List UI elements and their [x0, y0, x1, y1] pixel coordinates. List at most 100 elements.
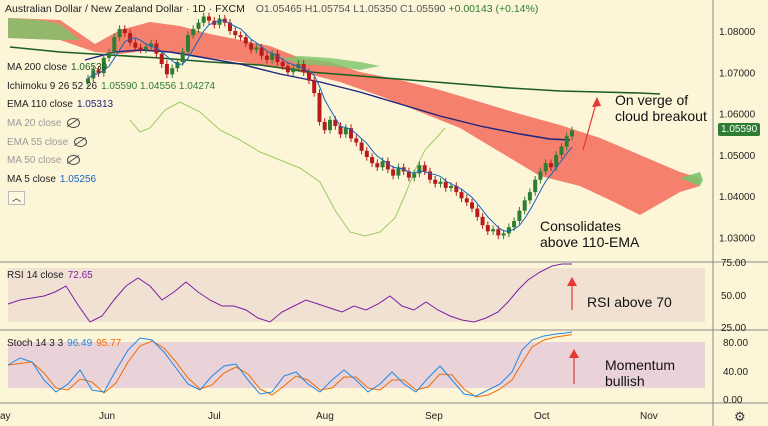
candle-body: [86, 78, 90, 83]
price-tick-label: 1.03000: [719, 234, 756, 245]
candle-body: [264, 55, 269, 60]
candle-body: [396, 167, 401, 176]
candle-body: [101, 57, 106, 74]
candle-body: [175, 62, 180, 69]
hidden-eye-icon[interactable]: [74, 137, 88, 148]
candle-body: [207, 16, 211, 21]
ohlc-close: C1.05590: [399, 3, 446, 15]
candle-body: [412, 173, 417, 178]
ohlc-open: O1.05465: [255, 3, 302, 15]
candle-body: [506, 227, 511, 234]
candle-body: [254, 47, 259, 50]
candle-body: [238, 35, 243, 38]
stoch-tick-label: 0.00: [723, 395, 743, 406]
price-tick-label: 1.07000: [719, 68, 756, 79]
candle-body: [338, 126, 343, 135]
candle-body: [143, 46, 148, 50]
x-tick-label: Sep: [425, 411, 443, 422]
candle-body: [170, 68, 175, 75]
legend-ema110[interactable]: EMA 110 close 1.05313: [7, 99, 114, 110]
rsi-tick-label: 25.00: [721, 323, 746, 334]
arrow-head: [569, 349, 579, 358]
candle-body: [428, 171, 432, 180]
candle-body: [196, 22, 201, 29]
last-price-tag: 1.05590: [718, 123, 761, 136]
candle-body: [454, 185, 459, 193]
collapse-legend-button[interactable]: ︿: [8, 191, 26, 205]
candle-body: [559, 146, 564, 155]
lagging-span-line: [129, 101, 446, 237]
hidden-eye-icon[interactable]: [67, 118, 81, 129]
candle-body: [333, 119, 338, 126]
ema110-line: [84, 49, 571, 141]
chart-header: Australian Dollar / New Zealand Dollar ·…: [5, 3, 538, 15]
x-tick-label: Jun: [99, 411, 115, 422]
arrow-head: [567, 277, 577, 286]
stoch-tick-label: 80.00: [723, 338, 748, 349]
ohlc-change: +0.00143 (+0.14%): [448, 3, 539, 15]
candle-body: [149, 43, 154, 47]
x-tick-label: Jul: [208, 411, 221, 422]
annotation-rsi: RSI above 70: [587, 294, 672, 310]
ohlc-high: H1.05754: [304, 3, 351, 15]
candle-body: [375, 163, 380, 168]
stoch-legend[interactable]: Stoch 14 3 3 96.49 95.77: [7, 338, 122, 349]
candle-body: [180, 51, 185, 62]
rsi-legend[interactable]: RSI 14 close 72.65: [7, 270, 93, 281]
candle-body: [228, 22, 232, 31]
legend-ma5[interactable]: MA 5 close 1.05256: [7, 174, 97, 185]
cloud-red: [8, 18, 700, 215]
rsi-tick-label: 75.00: [721, 258, 746, 269]
candle-body: [359, 142, 364, 151]
candle-body: [564, 136, 569, 147]
candle-body: [459, 192, 464, 199]
candle-body: [112, 37, 117, 53]
cloud-green: [680, 172, 703, 186]
rsi-band: [8, 268, 705, 322]
candle-body: [527, 192, 532, 201]
candle-body: [522, 200, 527, 211]
candle-body: [449, 185, 453, 188]
candle-body: [133, 42, 138, 48]
legend-ichimoku[interactable]: Ichimoku 9 26 52 26 1.05590 1.04556 1.042…: [7, 81, 216, 92]
candle-body: [496, 229, 501, 236]
candle-body: [243, 37, 248, 44]
candle-body: [259, 47, 264, 56]
candle-body: [107, 52, 111, 58]
candle-body: [201, 16, 206, 23]
candles: [86, 12, 574, 240]
candle-body: [191, 28, 196, 36]
candle-body: [364, 150, 369, 157]
candle-body: [485, 225, 490, 232]
candle-body: [307, 72, 311, 81]
candle-body: [501, 233, 506, 236]
candle-body: [164, 64, 169, 75]
stoch-tick-label: 40.00: [723, 367, 748, 378]
annotation-breakout: On verge of cloud breakout: [615, 92, 707, 124]
stoch-k-line: [7, 331, 573, 397]
candle-body: [291, 68, 296, 73]
candle-body: [475, 208, 480, 217]
legend-ma50[interactable]: MA 50 close: [7, 155, 81, 167]
price-tick-label: 1.08000: [719, 27, 756, 38]
ichimoku-cloud: [8, 18, 703, 215]
candle-body: [159, 53, 164, 64]
candle-body: [417, 165, 422, 174]
legend-ema55[interactable]: EMA 55 close: [7, 137, 88, 149]
candle-body: [406, 171, 411, 178]
candle-body: [470, 202, 474, 209]
hidden-eye-icon[interactable]: [67, 155, 81, 166]
legend-ma20[interactable]: MA 20 close: [7, 118, 81, 130]
x-tick-label: Oct: [534, 411, 550, 422]
x-tick-label: Aug: [316, 411, 334, 422]
rsi-line: [7, 263, 572, 323]
annotation-momentum: Momentum bullish: [605, 357, 676, 389]
candle-body: [554, 154, 559, 168]
legend-ma200[interactable]: MA 200 close 1.06539: [7, 62, 108, 73]
candle-body: [275, 53, 280, 62]
candle-body: [233, 31, 238, 36]
arrow-breakout: [582, 99, 598, 151]
gear-icon[interactable]: ⚙: [734, 409, 746, 424]
candle-body: [285, 66, 290, 73]
